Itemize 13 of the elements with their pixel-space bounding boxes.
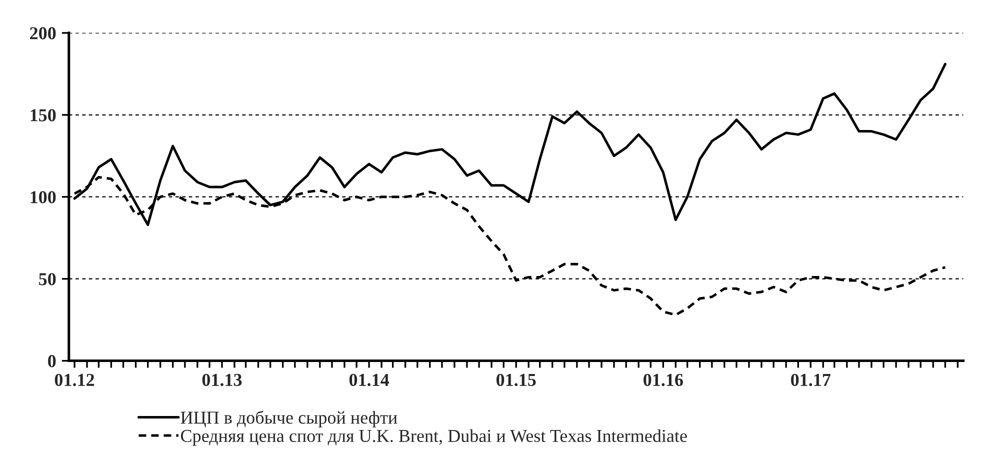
y-tick-label: 200 — [30, 27, 56, 40]
x-tick-label: 01.16 — [644, 374, 683, 386]
x-tick-label: 01.17 — [791, 374, 831, 386]
y-tick-label: 100 — [30, 191, 56, 204]
x-tick-label: 01.12 — [54, 374, 94, 386]
x-tick-label: 01.13 — [202, 374, 242, 386]
y-tick-label: 50 — [39, 273, 56, 286]
x-tick-label: 01.14 — [349, 374, 390, 386]
y-tick-label: 150 — [30, 109, 56, 122]
x-tick-label: 01.15 — [496, 374, 536, 386]
legend-label: Средняя цена спот для U.K. Brent, Dubai и West Texas Intermediate — [180, 429, 687, 446]
legend-label: ИЦП в добыче сырой нефти — [180, 410, 398, 428]
y-tick-label: 0 — [48, 355, 56, 368]
